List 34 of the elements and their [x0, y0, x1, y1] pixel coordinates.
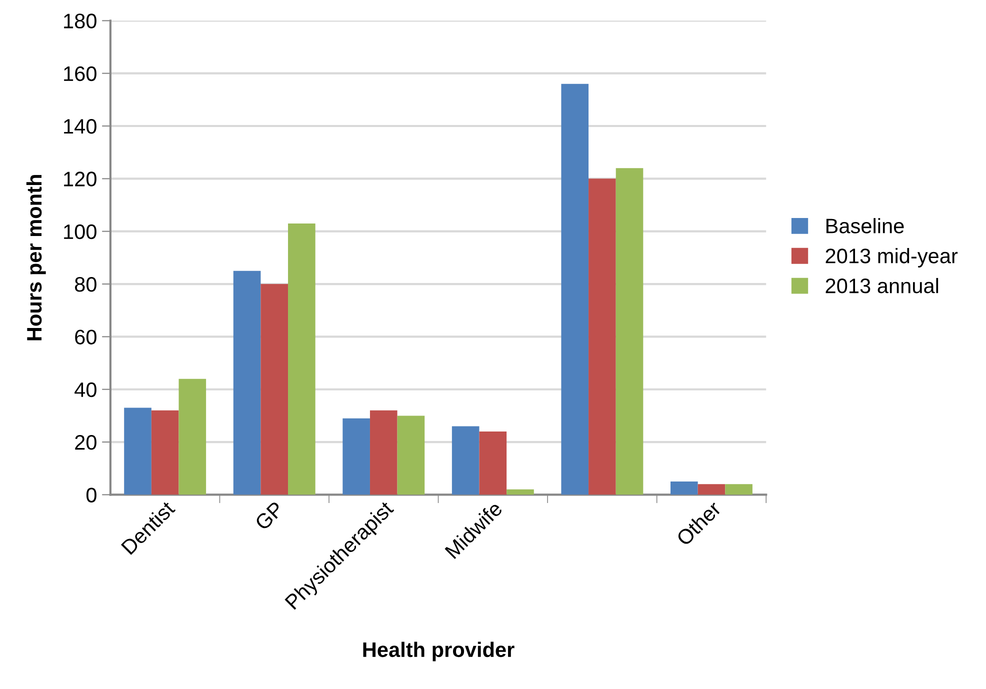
- bar: [124, 408, 152, 495]
- bar: [151, 410, 179, 495]
- bar: [397, 416, 425, 495]
- bar: [452, 426, 480, 495]
- y-tick-label: 160: [64, 66, 96, 82]
- bar: [370, 410, 398, 495]
- bar: [616, 168, 644, 495]
- bar: [725, 484, 752, 495]
- bar: [479, 432, 507, 495]
- legend-label: Baseline: [826, 218, 904, 234]
- bar: [288, 223, 316, 495]
- y-tick-label: 40: [74, 382, 96, 398]
- legend-label: 2013 mid-year: [826, 248, 958, 268]
- bar: [670, 482, 698, 495]
- bar: [260, 284, 288, 495]
- bar: [342, 418, 370, 495]
- bar: [698, 484, 726, 495]
- bar: [561, 84, 589, 495]
- bar: [588, 178, 616, 495]
- y-tick-label: 100: [64, 224, 96, 240]
- y-tick-label: 0: [86, 488, 96, 502]
- x-axis-title: Health provider: [363, 642, 514, 662]
- bar: [178, 378, 206, 495]
- y-tick-label: 140: [64, 119, 96, 134]
- y-tick-label: 60: [75, 330, 96, 344]
- bar: [506, 489, 534, 495]
- x-tick-label: GP: [254, 500, 284, 531]
- y-tick-label: 80: [74, 277, 96, 292]
- bar: [233, 270, 261, 495]
- legend-label: 2013 annual: [826, 278, 938, 294]
- y-tick-label: 20: [75, 435, 96, 450]
- y-tick-label: 120: [64, 172, 96, 186]
- y-axis-title: Hours per month: [26, 175, 46, 340]
- y-tick-label: 180: [64, 14, 96, 28]
